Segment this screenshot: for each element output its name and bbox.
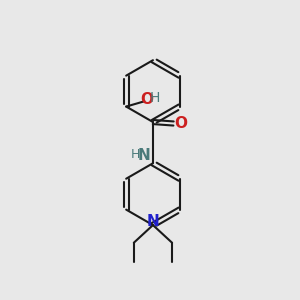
Text: N: N	[138, 148, 151, 164]
Text: N: N	[147, 214, 159, 229]
Text: O: O	[174, 116, 188, 131]
Text: O: O	[140, 92, 153, 107]
Text: H: H	[149, 91, 160, 105]
Text: H: H	[131, 148, 141, 161]
